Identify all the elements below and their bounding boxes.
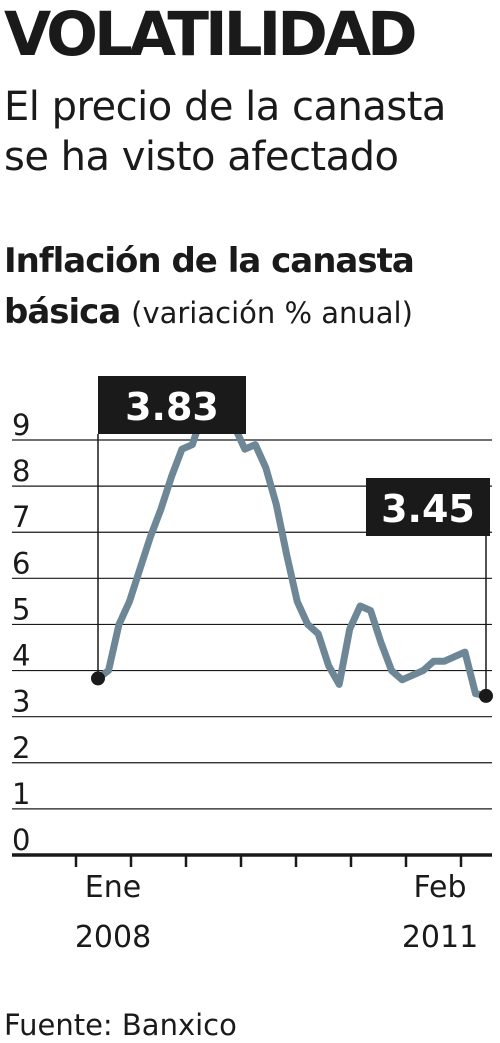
y-tick-label-5: 5 <box>12 592 30 626</box>
chart-title: Inflación de la canasta básica <box>4 241 415 332</box>
x-tick-label-year: 2011 <box>402 920 478 955</box>
y-tick-label-2: 2 <box>12 731 30 765</box>
y-tick-label-0: 0 <box>12 823 30 857</box>
annotation-label: 3.83 <box>125 385 219 429</box>
x-tick-label-month: Ene <box>85 870 141 905</box>
y-tick-label-4: 4 <box>12 639 30 673</box>
annotation-box <box>366 478 490 536</box>
source-note: Fuente: Banxico <box>4 1008 237 1042</box>
line-chart: 0 1 2 3 4 5 6 7 8 9 3.83 3.45 Ene 2008 Feb 2011 <box>12 376 493 955</box>
y-tick-label-8: 8 <box>12 454 30 488</box>
y-tick-label-1: 1 <box>12 777 30 811</box>
x-tick-labels: Ene 2008 Feb 2011 <box>75 870 478 955</box>
annotations: 3.83 3.45 <box>97 376 490 696</box>
chart-unit: (variación % anual) <box>131 296 413 330</box>
annotation-label: 3.45 <box>381 487 475 531</box>
x-tick-label-year: 2008 <box>75 920 151 955</box>
chart-title-block: Inflación de la canasta básica (variació… <box>4 236 496 339</box>
x-tick-label-month: Feb <box>413 870 466 905</box>
y-tick-labels: 0 1 2 3 4 5 6 7 8 9 <box>12 408 30 857</box>
series-inflation <box>91 408 493 703</box>
annotation-box <box>98 376 246 434</box>
y-tick-label-3: 3 <box>12 685 30 719</box>
subhead: El precio de la canasta se ha visto afec… <box>4 84 446 180</box>
y-tick-label-7: 7 <box>12 500 30 534</box>
y-tick-label-9: 9 <box>12 408 30 442</box>
y-tick-label-6: 6 <box>12 546 30 580</box>
headline: VOLATILIDAD <box>4 0 418 70</box>
x-axis-ticks <box>74 855 463 867</box>
series-line <box>94 408 490 700</box>
